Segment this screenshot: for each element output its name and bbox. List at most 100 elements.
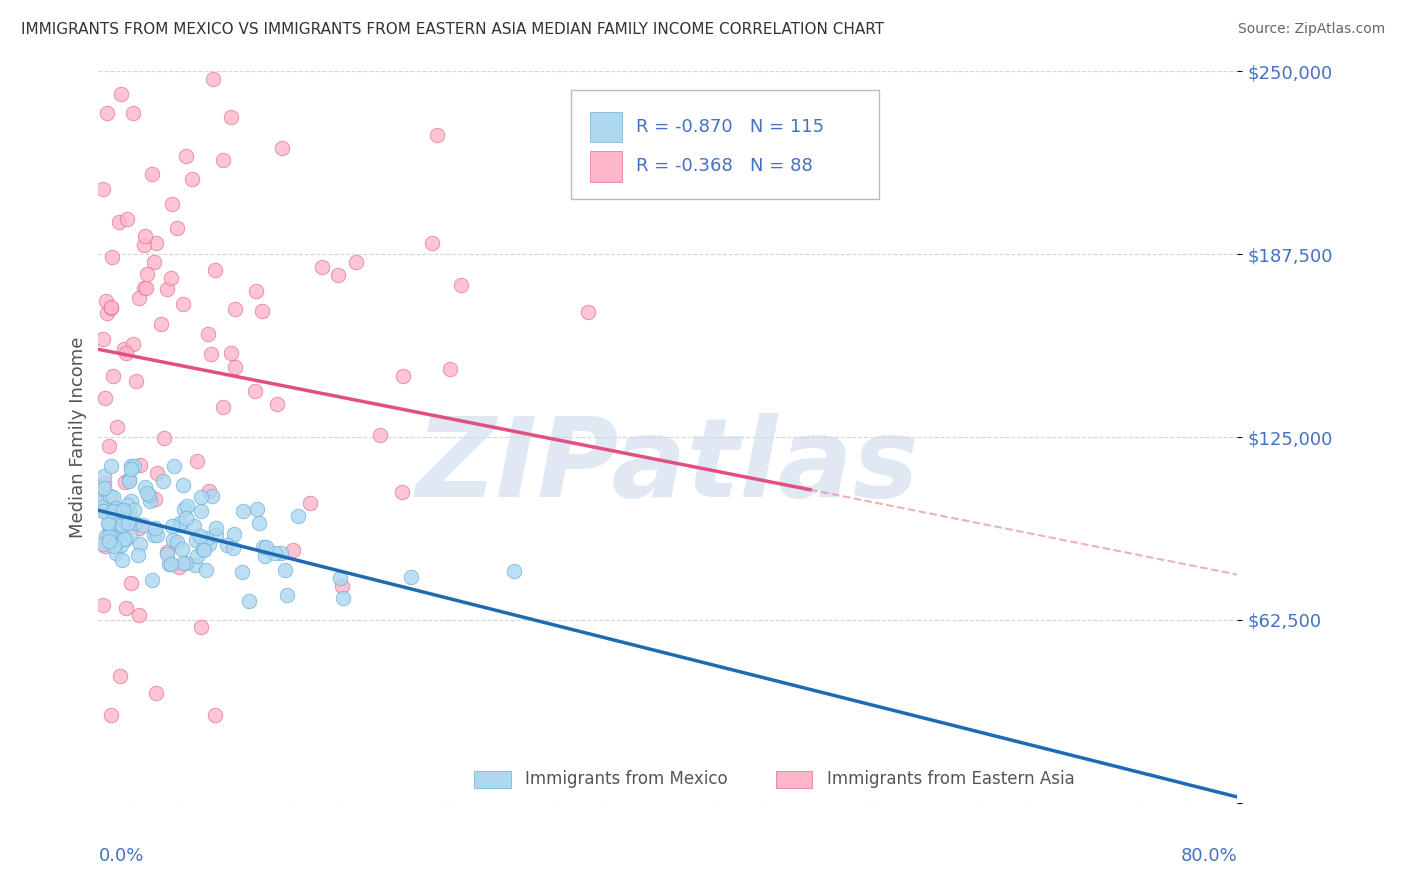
Point [425, 128, 447, 142]
Point [219, 346, 242, 360]
Point [101, 504, 124, 518]
Point [222, 541, 245, 555]
Point [93, 493, 115, 508]
Bar [591, 151, 623, 182]
Point [97, 517, 120, 532]
Point [328, 268, 350, 283]
Point [100, 523, 122, 537]
Point [174, 556, 197, 570]
Point [114, 475, 136, 490]
Point [96, 293, 118, 308]
Point [100, 530, 122, 544]
Point [112, 505, 135, 519]
Point [100, 301, 122, 316]
Point [173, 502, 195, 516]
Point [212, 400, 235, 414]
Point [101, 490, 124, 504]
FancyBboxPatch shape [571, 90, 879, 200]
Point [145, 235, 167, 250]
Point [200, 347, 222, 361]
Point [141, 573, 163, 587]
Text: 0.0%: 0.0% [98, 847, 143, 864]
Point [100, 301, 122, 315]
Point [160, 197, 183, 211]
Point [111, 517, 134, 532]
Point [91, 499, 114, 513]
Point [176, 500, 198, 514]
Point [93, 501, 115, 516]
Point [104, 546, 127, 560]
Point [97, 529, 120, 543]
Point [98, 534, 121, 549]
Point [112, 519, 135, 533]
Point [120, 459, 142, 474]
Point [217, 538, 239, 552]
Point [110, 669, 132, 683]
Point [276, 588, 298, 602]
Point [174, 148, 197, 162]
Point [128, 458, 150, 473]
Point [224, 360, 246, 375]
Point [311, 260, 333, 274]
Text: Immigrants from Eastern Asia: Immigrants from Eastern Asia [827, 771, 1076, 789]
Point [332, 591, 354, 605]
Point [181, 172, 204, 186]
Point [401, 570, 423, 584]
Point [219, 110, 242, 124]
Point [231, 566, 253, 580]
Point [146, 528, 169, 542]
Point [193, 542, 215, 557]
Point [112, 342, 135, 356]
Point [121, 337, 143, 351]
Point [174, 510, 197, 524]
Point [344, 254, 367, 268]
Point [97, 516, 120, 530]
Point [122, 503, 145, 517]
Text: IMMIGRANTS FROM MEXICO VS IMMIGRANTS FROM EASTERN ASIA MEDIAN FAMILY INCOME CORR: IMMIGRANTS FROM MEXICO VS IMMIGRANTS FRO… [21, 22, 884, 37]
Point [391, 485, 413, 500]
Point [266, 397, 288, 411]
Point [94, 504, 117, 518]
Point [135, 268, 157, 282]
Point [108, 215, 131, 229]
Point [136, 486, 159, 500]
Point [118, 474, 141, 488]
Point [392, 369, 415, 384]
Point [128, 521, 150, 535]
Point [91, 333, 114, 347]
Point [124, 374, 146, 388]
Point [143, 521, 166, 535]
Point [263, 546, 285, 560]
Point [104, 501, 127, 516]
Point [247, 516, 270, 531]
Point [93, 500, 115, 514]
Point [329, 571, 352, 585]
Point [172, 477, 194, 491]
Bar [776, 771, 813, 789]
Point [91, 482, 114, 496]
Point [115, 346, 138, 360]
Point [245, 384, 267, 398]
Point [450, 277, 472, 292]
Point [190, 620, 212, 634]
Point [97, 439, 120, 453]
Point [100, 459, 122, 474]
Point [166, 221, 188, 235]
Point [184, 558, 207, 573]
Point [91, 536, 114, 550]
Point [246, 502, 269, 516]
Point [270, 546, 292, 560]
Point [122, 459, 145, 474]
Point [183, 518, 205, 533]
Point [166, 535, 188, 549]
Point [145, 685, 167, 699]
Point [283, 543, 305, 558]
Point [101, 250, 124, 264]
Point [103, 539, 125, 553]
Point [287, 509, 309, 524]
Point [121, 106, 143, 120]
Point [143, 492, 166, 507]
Point [186, 453, 208, 467]
Point [94, 392, 117, 406]
Point [170, 542, 193, 557]
